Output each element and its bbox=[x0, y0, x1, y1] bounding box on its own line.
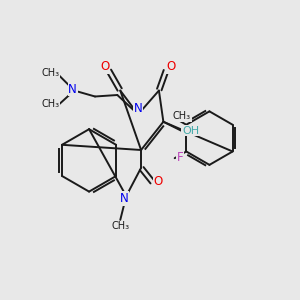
Text: OH: OH bbox=[182, 126, 199, 136]
Text: CH₃: CH₃ bbox=[173, 111, 191, 122]
Text: N: N bbox=[134, 103, 142, 116]
Text: F: F bbox=[177, 151, 183, 164]
Text: O: O bbox=[166, 60, 176, 73]
Text: N: N bbox=[119, 192, 128, 205]
Text: O: O bbox=[154, 175, 163, 188]
Text: CH₃: CH₃ bbox=[41, 68, 59, 78]
Text: CH₃: CH₃ bbox=[111, 221, 129, 231]
Text: O: O bbox=[100, 60, 110, 73]
Text: N: N bbox=[68, 82, 77, 96]
Text: CH₃: CH₃ bbox=[41, 99, 59, 109]
